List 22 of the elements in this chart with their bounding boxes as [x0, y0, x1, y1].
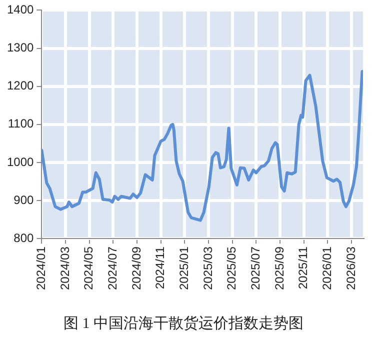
x-tick-label: 2026/03 — [344, 246, 358, 290]
text: 图 1 中国沿海干散货运价指数走势图 — [64, 314, 304, 332]
x-tick-label: 2024/11 — [153, 246, 168, 290]
y-tick-label: 1100 — [8, 116, 34, 131]
y-tick-label: 1000 — [6, 154, 34, 169]
x-tick-label: 2024/05 — [82, 246, 96, 290]
x-tick-label: 2026/01 — [320, 246, 334, 290]
y-tick-label: 1400 — [6, 2, 34, 17]
x-tick-label: 2024/09 — [129, 246, 144, 290]
x-tick-label: 2025/07 — [248, 246, 262, 290]
x-tick-label: 2025/03 — [200, 246, 215, 290]
x-tick-label: 2024/03 — [58, 246, 72, 290]
x-tick-label: 2024/01 — [34, 246, 48, 290]
x-tick-label: 2025/01 — [176, 246, 191, 290]
x-tick-label: 2025/09 — [272, 246, 286, 290]
x-tick-label: 2024/07 — [105, 246, 120, 290]
y-tick-label: 1200 — [6, 78, 34, 93]
y-tick-label: 1300 — [6, 40, 34, 55]
x-tick-label: 2025/11 — [296, 246, 310, 290]
y-tick-label: 800 — [14, 230, 34, 245]
x-tick-label: 2025/05 — [224, 246, 239, 290]
y-tick-label: 900 — [14, 192, 34, 207]
